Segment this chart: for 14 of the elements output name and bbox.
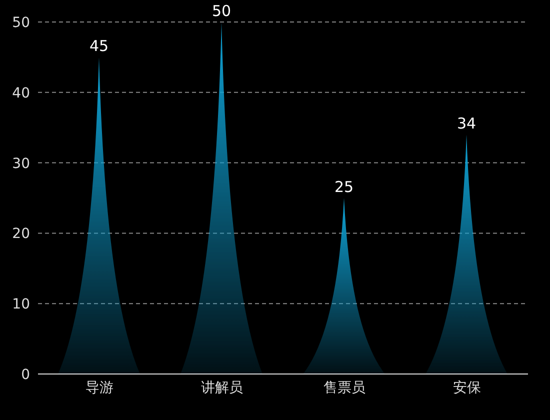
y-tick-label: 20 (12, 226, 30, 242)
x-tick-label: 讲解员 (200, 380, 243, 396)
y-tick-label: 0 (21, 366, 30, 383)
data-label: 50 (212, 2, 232, 20)
y-tick-label: 40 (12, 85, 30, 102)
x-tick-label: 导游 (85, 380, 114, 396)
x-tick-label: 安保 (452, 380, 481, 396)
y-tick-label: 50 (12, 14, 30, 31)
y-tick-label: 10 (12, 296, 30, 313)
x-tick-label: 售票员 (323, 380, 366, 396)
y-tick-label: 30 (12, 156, 30, 172)
data-label: 34 (456, 114, 476, 133)
data-label: 25 (334, 178, 354, 196)
data-label: 45 (89, 37, 109, 56)
